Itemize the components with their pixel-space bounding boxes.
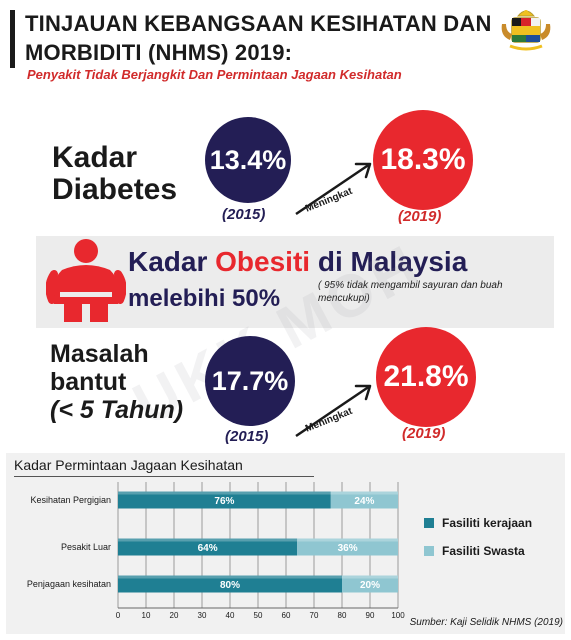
stunting-label-line-3: (< 5 Tahun) bbox=[50, 396, 184, 424]
bar-value-label: 36% bbox=[338, 543, 358, 554]
bar-highlight bbox=[342, 575, 398, 579]
x-tick-label: 50 bbox=[254, 611, 263, 620]
obesity-headline-prefix: Kadar bbox=[128, 246, 216, 277]
category-label: Penjagaan kesihatan bbox=[27, 579, 111, 589]
x-tick-label: 100 bbox=[391, 611, 405, 620]
stunting-2019-circle: 21.8% bbox=[376, 327, 476, 427]
diabetes-2015-value: 13.4% bbox=[209, 144, 287, 175]
chart-title: Kadar Permintaan Jagaan Kesihatan bbox=[14, 457, 243, 473]
diabetes-label-line-2: Diabetes bbox=[52, 172, 178, 206]
bar-segment bbox=[118, 538, 298, 556]
legend-label-swasta: Fasiliti Swasta bbox=[442, 544, 525, 558]
diabetes-label: Kadar Diabetes bbox=[52, 142, 177, 205]
obesity-note: ( 95% tidak mengambil sayuran dan buah m… bbox=[318, 280, 503, 304]
bar-value-label: 64% bbox=[198, 543, 218, 554]
title-accent-bar bbox=[10, 10, 15, 68]
bar-segment bbox=[330, 491, 398, 509]
obesity-headline-suffix: di Malaysia bbox=[310, 246, 468, 277]
stunting-2015-circle: 17.7% bbox=[205, 336, 295, 426]
stunting-label: Masalah bantut (< 5 Tahun) bbox=[50, 340, 183, 424]
legend-swatch-swasta bbox=[424, 546, 434, 556]
diabetes-2019-value: 18.3% bbox=[380, 143, 466, 176]
legend-item-swasta: Fasiliti Swasta bbox=[424, 544, 525, 558]
chart-title-rule bbox=[14, 476, 314, 477]
bar-highlight bbox=[118, 538, 298, 542]
bar-highlight bbox=[330, 491, 398, 495]
legend-item-kerajaan: Fasiliti kerajaan bbox=[424, 516, 532, 530]
page-title-line-1: TINJAUAN KEBANGSAAN KESIHATAN DAN bbox=[25, 11, 492, 36]
stunting-2015-value: 17.7% bbox=[211, 365, 289, 396]
bar-segment bbox=[342, 575, 398, 593]
x-tick-label: 0 bbox=[116, 611, 121, 620]
page-title: TINJAUAN KEBANGSAAN KESIHATAN DAN MORBID… bbox=[25, 9, 492, 67]
bar-value-label: 80% bbox=[220, 580, 240, 591]
x-tick-label: 10 bbox=[142, 611, 151, 620]
bar-value-label: 20% bbox=[360, 580, 380, 591]
x-tick-label: 80 bbox=[338, 611, 347, 620]
stunting-label-line-1: Masalah bbox=[50, 340, 149, 368]
stunting-label-line-2: bantut bbox=[50, 368, 127, 396]
bar-highlight bbox=[118, 575, 342, 579]
diabetes-label-line-1: Kadar bbox=[52, 141, 138, 174]
diabetes-2019-circle: 18.3% bbox=[373, 110, 473, 210]
diabetes-2015-circle: 13.4% bbox=[205, 117, 291, 203]
diabetes-2015-year: (2015) bbox=[222, 206, 266, 223]
page-title-line-2: MORBIDITI (NHMS) 2019: bbox=[25, 40, 293, 65]
x-tick-label: 30 bbox=[198, 611, 207, 620]
stunting-2015-year: (2015) bbox=[225, 428, 269, 445]
legend-swatch-kerajaan bbox=[424, 518, 434, 528]
bar-segment bbox=[118, 491, 331, 509]
legend-label-kerajaan: Fasiliti kerajaan bbox=[442, 516, 533, 530]
x-tick-label: 60 bbox=[282, 611, 291, 620]
diabetes-2019-year: (2019) bbox=[398, 208, 442, 225]
diabetes-increase-arrow-icon bbox=[295, 162, 372, 216]
obesity-headline: Kadar Obesiti di Malaysia bbox=[128, 246, 467, 278]
obesity-rate: melebihi 50% bbox=[128, 285, 281, 312]
stunting-increase-arrow-icon bbox=[295, 384, 372, 438]
x-tick-label: 20 bbox=[170, 611, 179, 620]
bar-value-label: 24% bbox=[354, 496, 374, 507]
bar-highlight bbox=[297, 538, 398, 542]
bar-value-label: 76% bbox=[214, 496, 234, 507]
obese-person-icon bbox=[46, 239, 126, 322]
x-tick-label: 40 bbox=[226, 611, 235, 620]
category-label: Pesakit Luar bbox=[61, 542, 111, 552]
source-note: Sumber: Kaji Selidik NHMS (2019) bbox=[409, 617, 563, 628]
page-subtitle: Penyakit Tidak Berjangkit Dan Permintaan… bbox=[27, 67, 402, 82]
bar-highlight bbox=[118, 491, 331, 495]
x-tick-label: 70 bbox=[310, 611, 319, 620]
bar-segment bbox=[118, 575, 342, 593]
stunting-2019-year: (2019) bbox=[402, 425, 446, 442]
obesity-highlight: Obesiti bbox=[215, 246, 311, 277]
category-label: Kesihatan Pergigian bbox=[30, 495, 111, 505]
x-tick-label: 90 bbox=[366, 611, 375, 620]
bar-segment bbox=[297, 538, 398, 556]
stacked-bar-chart: 0 10 20 30 40 50 60 70 80 90 100 Kesihatan Pergigia… bbox=[27, 482, 405, 620]
stunting-2019-value: 21.8% bbox=[383, 360, 469, 393]
coat-of-arms-icon bbox=[501, 10, 551, 51]
